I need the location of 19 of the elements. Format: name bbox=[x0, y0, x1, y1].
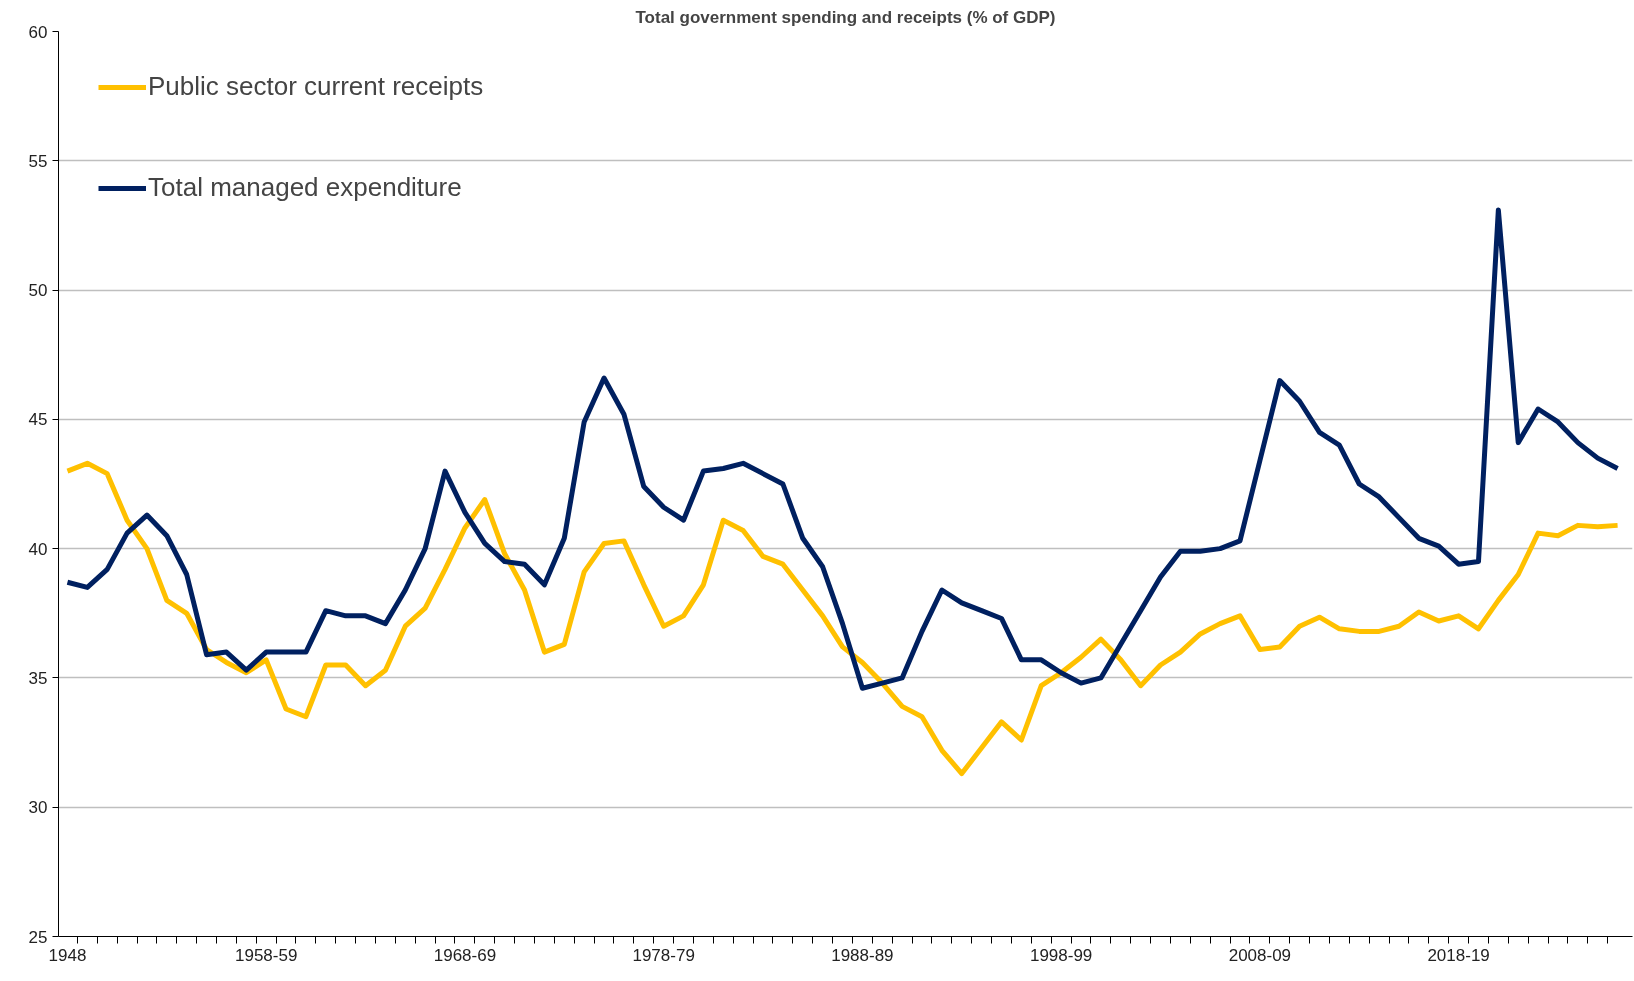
x-tick-label: 1968-69 bbox=[433, 945, 497, 965]
x-tick-label: 1998-99 bbox=[1029, 945, 1093, 965]
y-tick-label: 55 bbox=[28, 151, 48, 171]
x-tick-label: 1988-89 bbox=[831, 945, 894, 965]
chart-title: Total government spending and receipts (% of GDP) bbox=[635, 7, 1056, 27]
y-tick-label: 60 bbox=[28, 22, 48, 42]
x-tick-label: 1978-79 bbox=[632, 945, 695, 965]
y-tick-label: 50 bbox=[28, 281, 48, 301]
legend-label: Public sector current receipts bbox=[148, 71, 484, 102]
y-tick-label: 45 bbox=[28, 410, 48, 430]
y-tick-label: 35 bbox=[28, 668, 48, 688]
y-tick-label: 25 bbox=[28, 927, 48, 947]
x-tick-label: 1958-59 bbox=[234, 945, 298, 965]
x-tick-label: 2018-19 bbox=[1427, 945, 1490, 965]
y-tick-label: 30 bbox=[28, 798, 48, 818]
legend-label: Total managed expenditure bbox=[148, 172, 462, 203]
x-tick-label: 2008-09 bbox=[1228, 945, 1292, 965]
x-tick-label: 1948 bbox=[48, 945, 87, 965]
y-tick-label: 40 bbox=[28, 539, 48, 559]
